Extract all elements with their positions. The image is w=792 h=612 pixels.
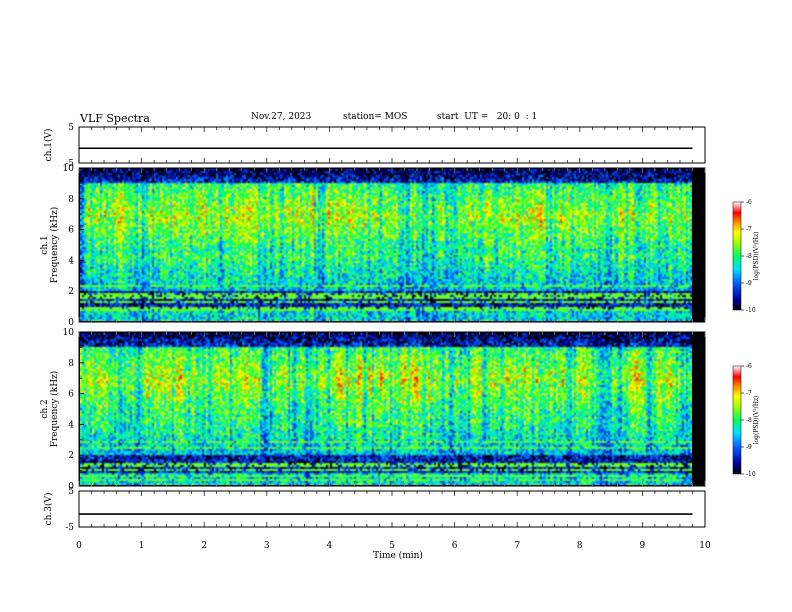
ch2-spectrogram-ylabel-line2: Frequency (kHz) xyxy=(49,371,60,448)
x-tick-label: 1 xyxy=(139,541,145,551)
y-tick-label: 5 xyxy=(68,487,74,497)
x-tick-label: 2 xyxy=(201,541,207,551)
x-tick-label: 0 xyxy=(76,541,82,551)
y-tick-label: -5 xyxy=(65,159,74,169)
y-tick-label: 8 xyxy=(68,195,74,205)
date-label: Nov.27, 2023 xyxy=(251,112,312,122)
colorbar-tick-label: -6 xyxy=(746,199,752,206)
y-tick-label: 2 xyxy=(68,451,74,461)
ch3-waveform-frame xyxy=(78,490,706,528)
colorbar-tick-label: -7 xyxy=(746,226,752,233)
x-tick-label: 7 xyxy=(514,541,520,551)
ch1-colorbar-label: log(PSD)(V²/Hz) xyxy=(753,232,760,281)
ch1-spectrogram-ylabel-line2: Frequency (kHz) xyxy=(49,207,60,284)
y-tick-label: 0 xyxy=(68,482,74,492)
x-axis-label: Time (min) xyxy=(373,550,423,561)
ch1-colorbar xyxy=(732,201,742,311)
y-tick-label: 5 xyxy=(68,123,74,133)
y-tick-label: 4 xyxy=(68,256,74,266)
colorbar-tick-label: -7 xyxy=(746,390,752,397)
colorbar-tick-label: -6 xyxy=(746,363,752,370)
ch1-spectrogram-ylabel-line1: ch.1 xyxy=(40,235,50,254)
ch2-spectrogram-image xyxy=(80,333,692,485)
colorbar-tick-label: -10 xyxy=(746,471,756,478)
y-tick-label: 10 xyxy=(63,164,75,174)
colorbar-tick-label: -8 xyxy=(746,417,752,424)
y-tick-label: 6 xyxy=(68,226,74,236)
x-tick-label: 9 xyxy=(640,541,646,551)
x-tick-label: 10 xyxy=(699,541,711,551)
ch2-colorbar xyxy=(732,365,742,475)
figure-title: VLF Spectra xyxy=(80,112,150,125)
colorbar-tick-label: -9 xyxy=(746,444,752,451)
y-tick-label: 0 xyxy=(68,318,74,328)
station-label: station= MOS xyxy=(343,112,408,122)
colorbar-tick-label: -8 xyxy=(746,253,752,260)
colorbar-tick-label: -10 xyxy=(746,307,756,314)
y-tick-label: 6 xyxy=(68,390,74,400)
y-tick-label: 2 xyxy=(68,287,74,297)
ch2-colorbar-label: log(PSD)(V²/Hz) xyxy=(753,396,760,445)
x-tick-label: 5 xyxy=(389,541,395,551)
ch1-waveform-ylabel: ch.1(V) xyxy=(43,129,54,162)
y-tick-label: -5 xyxy=(65,523,74,533)
colorbar-tick-label: -9 xyxy=(746,280,752,287)
x-tick-label: 6 xyxy=(452,541,458,551)
x-tick-label: 8 xyxy=(577,541,583,551)
ch1-spectrogram-image xyxy=(80,169,692,321)
y-tick-label: 4 xyxy=(68,420,74,430)
ch1-waveform-frame xyxy=(78,126,706,164)
ch3-waveform-ylabel: ch.3(V) xyxy=(43,493,54,526)
x-tick-label: 3 xyxy=(264,541,270,551)
start-time-label: start UT = 20: 0 : 1 xyxy=(437,112,538,122)
ch2-spectrogram-ylabel-line1: ch.2 xyxy=(40,399,50,418)
y-tick-label: 8 xyxy=(68,359,74,369)
x-tick-label: 4 xyxy=(327,541,333,551)
y-tick-label: 10 xyxy=(63,328,75,338)
